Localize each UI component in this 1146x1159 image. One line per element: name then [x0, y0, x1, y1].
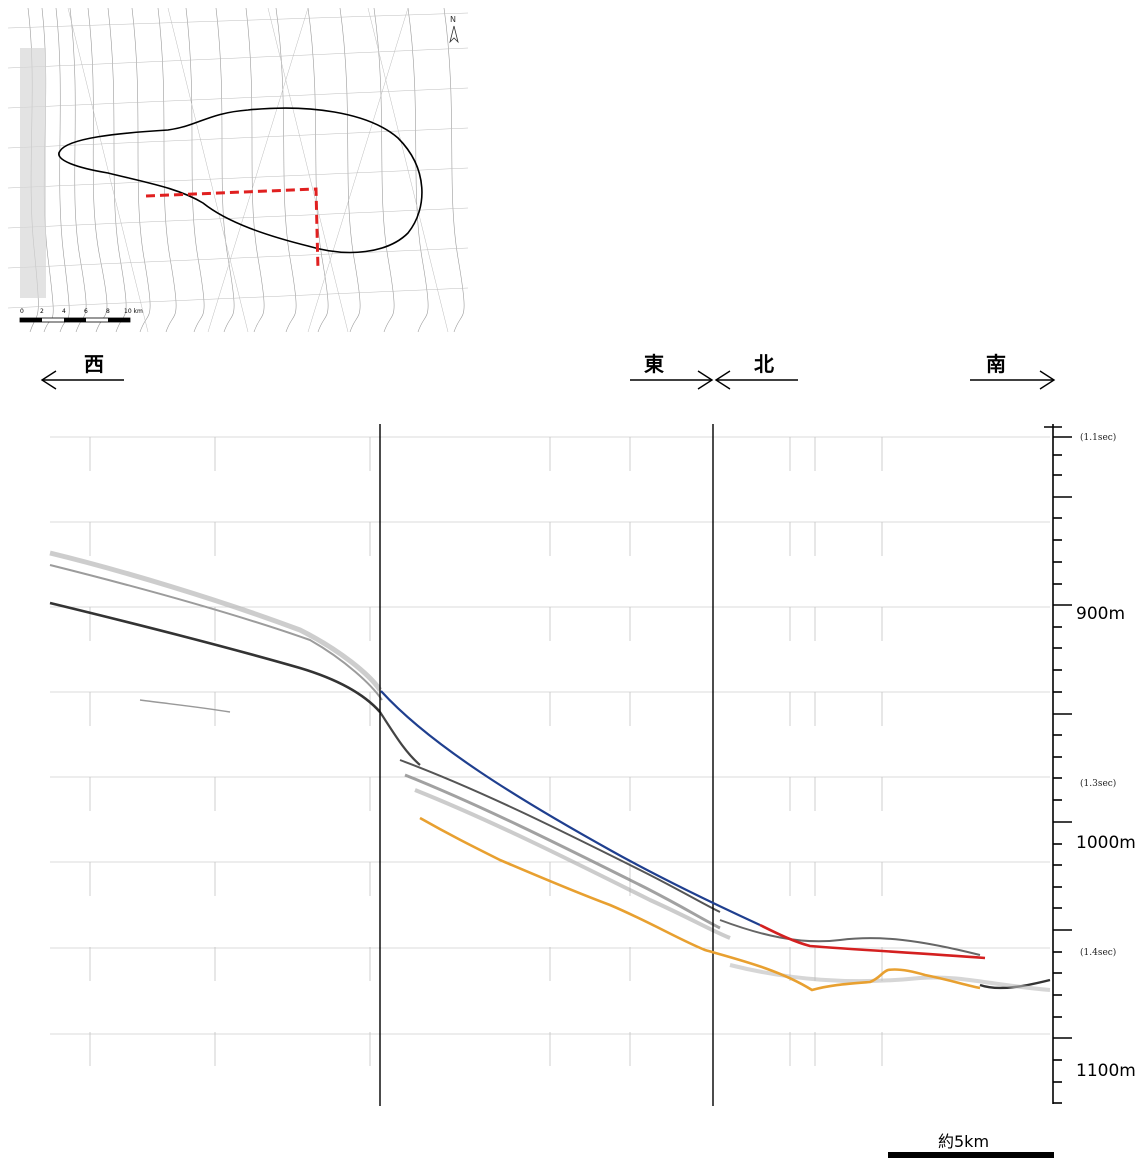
seismic-reflectors [49, 550, 1051, 992]
direction-arrows [40, 370, 1056, 390]
east-label: 東 [644, 352, 664, 376]
west-label: 西 [84, 352, 104, 376]
record-vertical-marks [89, 437, 883, 1104]
north-arrow-left-icon [714, 370, 798, 390]
time-label-1-1sec: (1.1sec) [1080, 433, 1117, 443]
scale-bar-label: 約5km [938, 1132, 990, 1151]
steep-slope-area [20, 48, 46, 298]
slide-outline [58, 107, 423, 254]
south-arrow-icon [970, 370, 1056, 390]
red-horizon-line [759, 923, 986, 960]
depth-label-1100m: 1100m [1076, 1061, 1136, 1081]
map-scale-tick: 2 [40, 308, 44, 315]
depth-label-1000m: 1000m [1076, 833, 1136, 853]
south-label: 南 [986, 352, 1006, 376]
bathymetry-map-graphic: N 0 2 4 6 8 10 km [8, 8, 468, 332]
west-arrow-icon [40, 370, 124, 390]
map-scale-tick: 4 [62, 308, 66, 315]
orange-horizon-line [419, 816, 981, 992]
north-arrow-icon [449, 25, 459, 44]
time-label-1-3sec: (1.3sec) [1080, 779, 1117, 789]
north-direction-label: 北 [754, 352, 774, 376]
depth-label-900m: 900m [1076, 604, 1126, 624]
north-label: N [450, 15, 456, 24]
map-scale-bar: 0 2 4 6 8 10 km [19, 308, 143, 323]
map-scale-tick: 10 km [124, 308, 143, 315]
scale-bar [888, 1152, 1054, 1158]
seismic-route-dashed [145, 187, 320, 271]
map-scale-tick: 8 [106, 308, 110, 315]
map-scale-tick: 0 [20, 308, 24, 315]
location-map: N 0 2 4 6 8 10 km [8, 8, 468, 332]
contour-lines [27, 8, 465, 332]
east-arrow-icon [630, 370, 714, 390]
depth-axis [1044, 424, 1072, 1104]
survey-lines [8, 8, 468, 332]
blue-horizon-line [380, 690, 761, 926]
map-scale-tick: 6 [84, 308, 88, 315]
seismic-profile [49, 424, 1072, 1106]
time-label-1-4sec: (1.4sec) [1080, 948, 1117, 958]
